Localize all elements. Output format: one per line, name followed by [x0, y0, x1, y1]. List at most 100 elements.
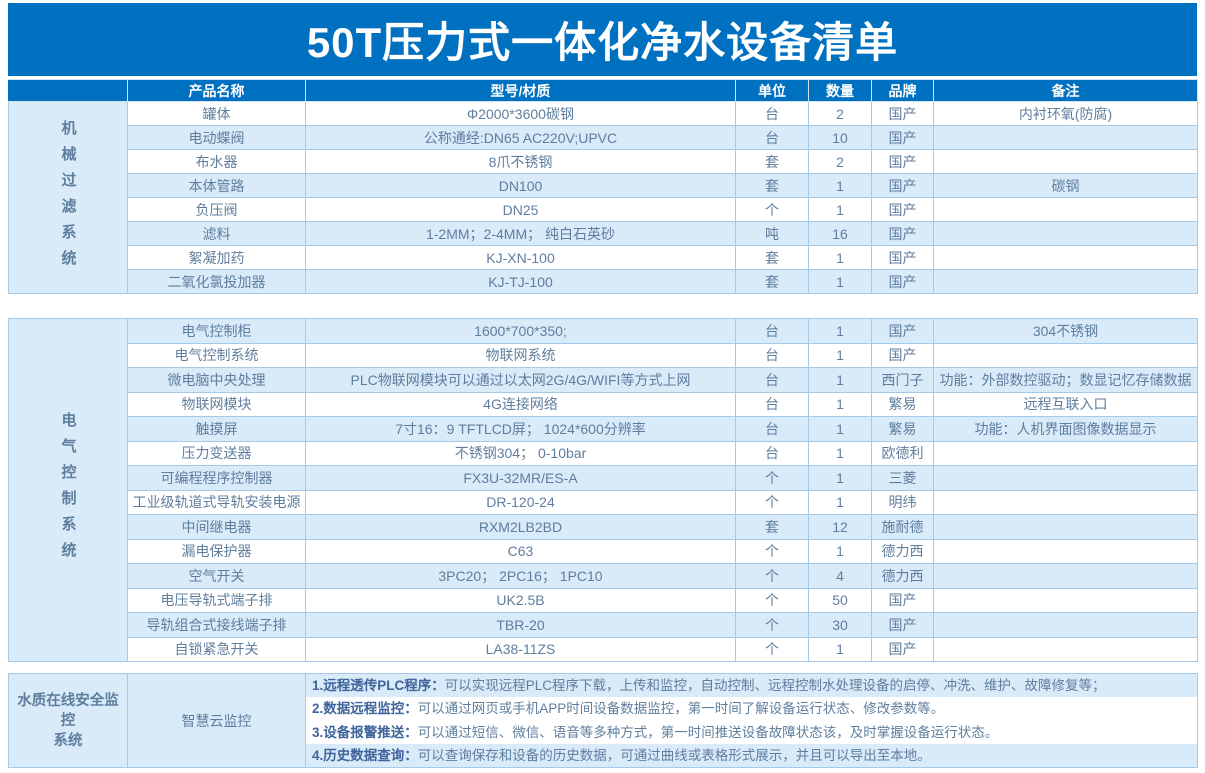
note-text: 可以查询保存和设备的历史数据，可通过曲线或表格形式展示，并且可以导出至本地。 [417, 747, 931, 763]
cell-model: TBR-20 [305, 612, 736, 638]
cell-unit: 套 [735, 149, 809, 174]
cell-product-name: 滤料 [127, 221, 306, 246]
cell-qty: 2 [808, 149, 872, 174]
cell-qty: 1 [808, 367, 872, 393]
table-row: 触摸屏 7寸16：9 TFTLCD屏； 1024*600分辨率台 1 繁易 功能：人机界… [9, 416, 1198, 442]
header-unit: 单位 [735, 79, 809, 102]
cell-product-name: 导轨组合式接线端子排 [127, 612, 306, 638]
cell-qty: 1 [808, 318, 872, 344]
cell-remark: 远程互联入口 [933, 391, 1198, 417]
section-label-text: 机械过滤系统 [59, 119, 77, 276]
note-text: 可以实现远程PLC程序下载，上传和监控，自动控制、远程控制水处理设备的启停、冲洗… [444, 678, 1106, 693]
note-line-3: 3.设备报警推送：可以通过短信、微信、语音等多种方式，第一时间推送设备故障状态该… [307, 721, 1197, 744]
table-header: 产品名称 型号/材质 单位 数量 品牌 备注 [8, 79, 1198, 102]
cell-unit: 个 [735, 563, 809, 589]
cell-product-name: 电气控制柜 [127, 318, 306, 344]
cell-brand: 德力西 [871, 538, 934, 564]
cell-product-name: 工业级轨道式导轨安装电源 [127, 489, 306, 515]
page-title: 50T压力式一体化净水设备清单 [8, 3, 1197, 76]
cell-product-name: 空气开关 [127, 563, 306, 589]
table-row: 自锁紧急开关 LA38-11ZS 个 1 国产 [9, 636, 1198, 662]
cell-remark [933, 440, 1198, 466]
cell-unit: 台 [735, 125, 809, 150]
cell-brand: 明纬 [871, 489, 934, 515]
cell-product-name: 漏电保护器 [127, 538, 306, 564]
cell-unit: 个 [735, 612, 809, 638]
cell-brand: 国产 [871, 342, 934, 368]
note-line-2: 2.数据远程监控：可以通过网页或手机APP时间设备数据监控，第一时间了解设备运行… [307, 697, 1197, 720]
cell-remark [933, 149, 1198, 174]
cell-qty: 12 [808, 514, 872, 540]
note-lead: 1.远程透传PLC程序： [312, 678, 445, 693]
cell-qty: 1 [808, 416, 872, 442]
cell-remark [933, 612, 1198, 638]
cell-unit: 个 [735, 538, 809, 564]
cell-product-name: 微电脑中央处理 [127, 367, 306, 393]
cell-model: KJ-TJ-100 [305, 269, 736, 294]
cell-unit: 台 [735, 101, 809, 126]
cell-product-name: 负压阀 [127, 197, 306, 222]
cell-model: 8爪不锈钢 [305, 149, 736, 174]
table-row: 中间继电器 RXM2LB2BD 套 12 施耐德 [9, 514, 1198, 540]
gap-cell [8, 661, 1198, 674]
cell-remark [933, 245, 1198, 270]
note-lead: 3.设备报警推送： [312, 724, 418, 740]
section-label-electrical: 电气控制系统 [8, 318, 128, 662]
cell-brand: 国产 [871, 587, 934, 613]
cell-product-name: 可编程程序控制器 [127, 465, 306, 491]
cell-remark: 功能：外部数控驱动；数显记忆存储数据 [933, 367, 1198, 393]
cell-brand: 德力西 [871, 563, 934, 589]
cell-remark [933, 587, 1198, 613]
cell-qty: 1 [808, 538, 872, 564]
cell-brand: 国产 [871, 125, 934, 150]
cell-unit: 个 [735, 636, 809, 662]
cell-qty: 4 [808, 563, 872, 589]
table-row: 滤料 1-2MM；2-4MM； 纯白石英砂吨 16 国产 [9, 221, 1198, 246]
table-row: 本体管路 DN100 套 1 国产 碳钢 [9, 173, 1198, 198]
table-row: 电气控制系统 电气控制柜 1600*700*350; 台 1 国产 304不锈钢 [8, 318, 1198, 662]
note-line-4: 4.历史数据查询：可以查询保存和设备的历史数据，可通过曲线或表格形式展示，并且可… [306, 743, 1197, 767]
section-label-text: 电气控制系统 [59, 412, 77, 568]
cell-remark [933, 125, 1198, 150]
table-row: 物联网模块 4G连接网络台 1 繁易 远程互联入口 [9, 391, 1198, 417]
cell-unit: 个 [735, 465, 809, 491]
cell-model: UK2.5B [305, 587, 736, 613]
cell-remark [933, 636, 1198, 662]
cell-brand: 繁易 [871, 416, 934, 442]
cell-unit: 台 [735, 318, 809, 344]
table-row: 电压导轨式端子排 UK2.5B 个 50 国产 [9, 587, 1198, 613]
cell-unit: 台 [735, 367, 809, 393]
cell-remark [933, 269, 1198, 294]
cell-model: KJ-XN-100 [305, 245, 736, 270]
equipment-table: 产品名称 型号/材质 单位 数量 品牌 备注 机械过滤系统 罐体 Φ2000*360… [8, 79, 1198, 768]
cell-brand: 国产 [871, 197, 934, 222]
cell-product-name: 自锁紧急开关 [127, 636, 306, 662]
cell-unit: 台 [735, 416, 809, 442]
cell-brand: 国产 [871, 245, 934, 270]
cell-brand: 繁易 [871, 391, 934, 417]
note-text: 可以通过网页或手机APP时间设备数据监控，第一时间了解设备运行状态、修改参数等。 [417, 701, 945, 717]
header-qty: 数量 [808, 79, 872, 102]
monitoring-row: 水质在线安全监控 系统 智慧云监控 1.远程透传PLC程序：可以实现远程PLC程… [8, 673, 1198, 768]
section-gap [8, 293, 1198, 319]
cell-qty: 1 [808, 269, 872, 294]
table-row: 漏电保护器 C63 个 1 德力西 [9, 538, 1198, 564]
cell-brand: 三菱 [871, 465, 934, 491]
cell-product-name: 中间继电器 [127, 514, 306, 540]
monitoring-notes-cell: 1.远程透传PLC程序：可以实现远程PLC程序下载，上传和监控，自动控制、远程控… [305, 673, 1198, 768]
cell-unit: 台 [735, 342, 809, 368]
cell-unit: 套 [735, 173, 809, 198]
cell-remark [933, 342, 1198, 368]
cell-model: 不锈钢304； 0-10bar [305, 440, 736, 466]
cell-qty: 1 [808, 636, 872, 662]
cell-model: LA38-11ZS [305, 636, 736, 662]
cell-brand: 施耐德 [871, 514, 934, 540]
table-row: 机械过滤系统 罐体 Φ2000*3600碳钢台 2 国产 内衬环氧(防腐) [8, 101, 1198, 294]
section-gap-2 [8, 661, 1198, 674]
cell-brand: 国产 [871, 269, 934, 294]
cell-product-name: 布水器 [127, 149, 306, 174]
cell-product-name: 物联网模块 [127, 391, 306, 417]
table-row: 二氧化氯投加器 KJ-TJ-100 套 1 国产 [9, 269, 1198, 294]
cell-remark: 内衬环氧(防腐) [933, 101, 1198, 126]
